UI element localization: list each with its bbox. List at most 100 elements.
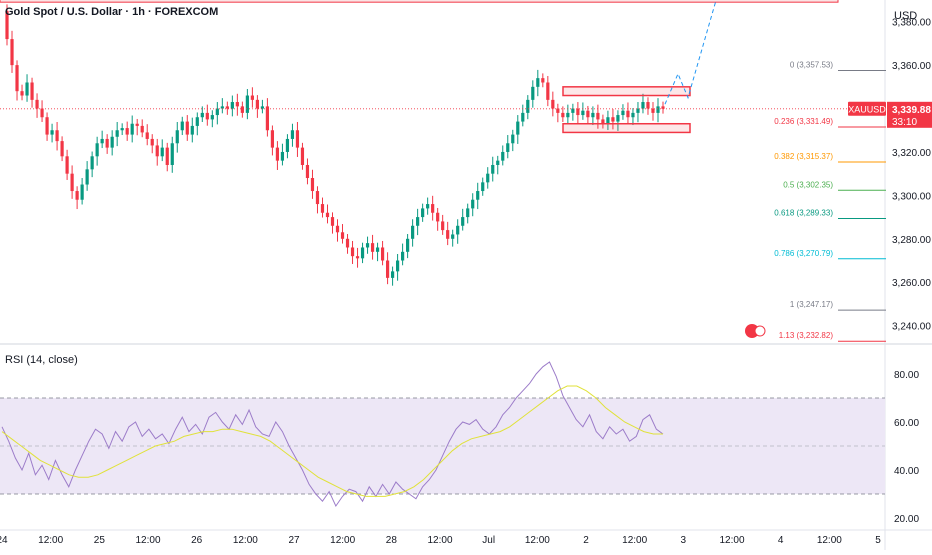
- candle-body: [10, 39, 14, 66]
- candle-body: [40, 108, 44, 118]
- candle-body: [436, 212, 440, 222]
- candle-body: [556, 108, 560, 113]
- fib-label: 0.236 (3,331.49): [774, 117, 833, 126]
- candle-body: [55, 130, 59, 142]
- candle-body: [401, 251, 405, 261]
- symbol-title: Gold Spot / U.S. Dollar · 1h · FOREXCOM: [5, 6, 219, 18]
- candle-body: [205, 112, 209, 120]
- candle-body: [491, 164, 495, 174]
- support-box: [562, 122, 691, 134]
- candle-body: [15, 65, 19, 92]
- candle-body: [641, 102, 645, 109]
- time-tick-label: 4: [778, 535, 784, 546]
- candle-body: [50, 130, 54, 135]
- candle-body: [441, 221, 445, 231]
- projection-path: [664, 0, 717, 105]
- time-tick-label: 12:00: [817, 535, 842, 546]
- rsi-tick-label: 40.00: [894, 466, 919, 477]
- time-tick-label: 28: [386, 535, 398, 546]
- candle-body: [295, 130, 300, 148]
- candle-body: [175, 130, 179, 144]
- candle-body: [586, 110, 590, 118]
- candle-body: [426, 204, 430, 209]
- candle-body: [110, 136, 114, 148]
- time-tick-label: 12:00: [622, 535, 647, 546]
- fib-label: 0.786 (3,270.79): [774, 249, 833, 258]
- candle-body: [60, 141, 64, 157]
- time-tick-label: 12:00: [719, 535, 744, 546]
- candle-body: [616, 115, 620, 122]
- candle-body: [596, 112, 600, 120]
- candle-body: [140, 125, 144, 133]
- candle-body: [571, 108, 575, 113]
- price-tick-label: 3,360.00: [892, 61, 931, 72]
- price-badge-value-bg: [887, 101, 932, 128]
- fib-label: 1.13 (3,232.82): [779, 331, 834, 340]
- candle-body: [260, 106, 264, 109]
- time-tick-label: 25: [94, 535, 106, 546]
- candle-body: [591, 112, 595, 118]
- candle-body: [411, 225, 415, 239]
- candle-body: [225, 106, 229, 109]
- candle-body: [240, 106, 244, 113]
- candle-body: [531, 86, 535, 100]
- candle-body: [375, 247, 380, 252]
- candle-body: [446, 230, 450, 239]
- candle-body: [516, 121, 520, 135]
- candle-body: [275, 147, 280, 161]
- top-resistance-zone: [0, 0, 839, 3]
- candle-body: [200, 112, 204, 118]
- candle-body: [476, 191, 480, 200]
- fib-label: 0.618 (3,289.33): [774, 209, 833, 218]
- candle-body: [210, 115, 214, 120]
- price-badge-value: 3,339.88: [892, 105, 931, 116]
- candle-body: [335, 225, 340, 233]
- candle-body: [215, 108, 219, 116]
- candle-body: [511, 134, 515, 144]
- candle-body: [95, 143, 99, 157]
- candle-body: [636, 108, 640, 113]
- candle-body: [536, 78, 540, 87]
- candle-body: [30, 82, 34, 100]
- candle-body: [185, 121, 189, 135]
- rsi-tick-label: 20.00: [894, 514, 919, 525]
- candle-body: [501, 151, 505, 161]
- candle-body: [310, 178, 315, 192]
- candle-body: [25, 82, 29, 96]
- currency-label[interactable]: USD: [894, 10, 918, 22]
- candle-body: [646, 102, 650, 109]
- price-tick-label: 3,320.00: [892, 148, 931, 159]
- candle-body: [546, 82, 550, 100]
- candle-body: [330, 217, 335, 226]
- candle-body: [135, 123, 139, 126]
- time-tick-label: 5: [875, 535, 881, 546]
- candle-body: [90, 156, 94, 170]
- time-tick-label: 3: [681, 535, 687, 546]
- rsi-title: RSI (14, close): [5, 354, 78, 366]
- candle-body: [255, 99, 259, 109]
- candle-body: [360, 247, 365, 259]
- candle-body: [521, 112, 525, 122]
- candle-body: [606, 117, 610, 124]
- candle-body: [350, 247, 355, 257]
- time-tick-label: 12:00: [525, 535, 550, 546]
- candle-body: [220, 106, 224, 109]
- candle-body: [345, 238, 350, 248]
- time-tick-label: 27: [288, 535, 300, 546]
- candle-body: [80, 184, 84, 200]
- price-badge-ticker: XAUUSD: [848, 104, 886, 114]
- candle-body: [45, 117, 49, 135]
- candle-body: [70, 173, 74, 192]
- price-tick-label: 3,260.00: [892, 278, 931, 289]
- fib-label: 1 (3,247.17): [790, 300, 833, 309]
- price-tick-label: 3,300.00: [892, 191, 931, 202]
- candle-body: [421, 208, 425, 218]
- candle-body: [85, 169, 89, 185]
- candle-body: [395, 260, 400, 272]
- candle-body: [35, 99, 39, 109]
- candle-body: [265, 106, 270, 131]
- time-tick-label: 12:00: [38, 535, 63, 546]
- candle-body: [300, 147, 305, 165]
